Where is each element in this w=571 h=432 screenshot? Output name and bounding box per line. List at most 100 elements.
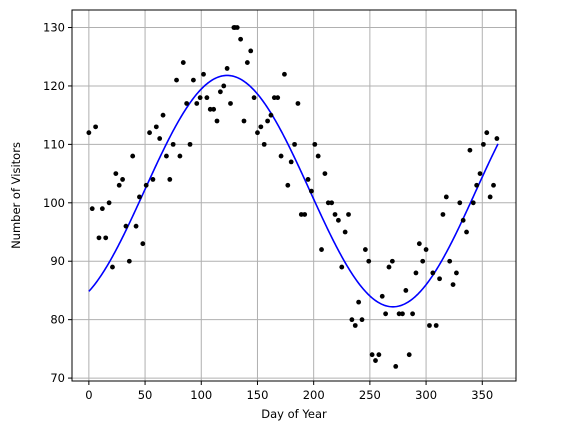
data-point: [96, 235, 102, 241]
data-point: [487, 194, 493, 200]
data-point: [126, 258, 132, 264]
data-point: [197, 95, 203, 101]
data-point: [305, 177, 311, 182]
data-point: [322, 171, 328, 176]
data-point: [460, 217, 466, 223]
data-point: [157, 136, 163, 141]
data-point: [255, 130, 260, 136]
data-point: [244, 60, 250, 65]
data-point: [86, 130, 92, 136]
data-point: [295, 101, 301, 106]
data-point: [120, 177, 125, 182]
data-point: [130, 153, 136, 159]
data-point: [174, 77, 179, 83]
data-point: [261, 141, 267, 147]
data-point: [443, 194, 449, 200]
data-point: [184, 101, 190, 106]
data-point: [160, 112, 166, 118]
data-point: [89, 206, 95, 212]
data-point: [187, 141, 193, 147]
x-axis-ticks: 0 50 100 150 200 250 300 350: [85, 381, 493, 402]
data-points: [86, 25, 500, 369]
x-tick-label: 350: [471, 388, 493, 402]
data-point: [103, 235, 109, 241]
data-point: [406, 352, 412, 358]
y-tick-label: 70: [50, 371, 65, 385]
data-point: [211, 106, 217, 112]
data-point: [440, 212, 446, 217]
data-point: [204, 95, 210, 101]
data-point: [170, 141, 176, 147]
x-tick-label: 250: [359, 388, 381, 402]
data-point: [282, 71, 287, 77]
data-point: [228, 101, 233, 106]
data-point: [454, 270, 459, 276]
x-axis-label: Day of Year: [261, 407, 327, 421]
y-tick-label: 100: [43, 196, 65, 210]
x-tick-label: 50: [138, 388, 153, 402]
data-point: [400, 311, 405, 317]
data-point: [110, 264, 115, 270]
data-point: [481, 141, 486, 147]
data-point: [298, 212, 304, 217]
data-point: [477, 171, 483, 176]
data-point: [234, 25, 240, 30]
data-point: [389, 258, 395, 264]
fit-curve: [88, 74, 499, 308]
data-point: [258, 124, 264, 130]
x-tick-label: 200: [303, 388, 325, 402]
data-point: [302, 212, 308, 217]
data-point: [113, 171, 119, 176]
data-point: [217, 89, 223, 95]
y-axis-ticks: 70 80 90 100 110 120 130: [43, 21, 72, 385]
x-tick-label: 100: [190, 388, 212, 402]
y-tick-label: 120: [43, 79, 65, 93]
data-point: [336, 217, 341, 223]
data-point: [147, 130, 152, 136]
x-tick-label: 0: [85, 388, 92, 402]
data-point: [386, 264, 392, 270]
data-point: [106, 200, 112, 206]
data-point: [447, 258, 453, 264]
data-point: [133, 223, 139, 229]
data-point: [285, 182, 291, 188]
data-point: [268, 112, 274, 118]
y-axis-label: Number of Visitors: [9, 142, 23, 249]
plot-frame: [71, 9, 517, 382]
data-point: [420, 258, 426, 264]
data-point: [396, 311, 402, 317]
data-point: [362, 247, 368, 252]
data-point: [167, 177, 173, 182]
data-point: [433, 323, 439, 328]
data-point: [379, 293, 385, 299]
data-point: [342, 229, 348, 235]
data-point: [427, 323, 432, 328]
data-point: [309, 188, 314, 194]
data-point: [325, 200, 331, 206]
data-point: [153, 124, 159, 130]
data-point: [383, 311, 389, 317]
data-point: [467, 147, 473, 153]
data-point: [143, 182, 149, 188]
data-point: [413, 270, 419, 276]
data-point: [201, 71, 206, 77]
data-point: [410, 311, 415, 317]
data-point: [150, 177, 156, 182]
data-point: [349, 317, 355, 323]
data-point: [437, 276, 442, 282]
data-point: [474, 182, 480, 188]
data-point: [403, 288, 409, 293]
y-tick-label: 90: [50, 254, 65, 268]
data-point: [416, 241, 422, 247]
data-point: [207, 106, 213, 112]
data-point: [251, 95, 257, 101]
data-point: [93, 124, 99, 130]
data-point: [248, 48, 254, 54]
data-point: [214, 118, 220, 124]
data-point: [99, 206, 105, 212]
data-point: [180, 60, 186, 65]
data-point: [346, 212, 351, 217]
x-tick-label: 150: [246, 388, 268, 402]
